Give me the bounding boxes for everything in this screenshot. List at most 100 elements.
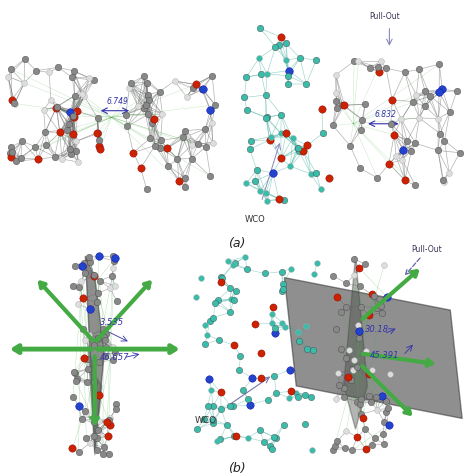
Point	[95, 417, 102, 425]
Point	[337, 308, 345, 316]
Point	[374, 63, 382, 71]
Point	[271, 329, 279, 337]
Point	[129, 149, 137, 157]
Point	[318, 105, 326, 113]
Point	[386, 370, 394, 378]
Point	[415, 66, 423, 73]
Point	[370, 292, 378, 300]
Polygon shape	[85, 256, 104, 451]
Point	[392, 152, 400, 160]
Point	[356, 283, 363, 290]
Point	[211, 101, 219, 109]
Point	[355, 58, 362, 65]
Point	[334, 104, 341, 111]
Point	[206, 376, 213, 383]
Point	[78, 416, 85, 423]
Point	[342, 354, 349, 362]
Point	[90, 378, 97, 386]
Point	[214, 297, 221, 304]
Point	[223, 421, 230, 428]
Point	[8, 66, 15, 73]
Point	[252, 320, 259, 327]
Point	[11, 100, 18, 108]
Text: WCO: WCO	[194, 416, 217, 425]
Point	[100, 326, 107, 333]
Point	[188, 155, 195, 162]
Point	[95, 142, 103, 150]
Point	[104, 432, 111, 440]
Point	[294, 393, 302, 401]
Point	[69, 444, 76, 452]
Point	[100, 327, 107, 335]
Point	[94, 114, 101, 122]
Point	[258, 70, 265, 78]
Point	[83, 379, 91, 387]
Point	[101, 352, 109, 360]
Point	[372, 394, 380, 401]
Point	[356, 400, 364, 407]
Point	[453, 87, 461, 95]
Point	[350, 255, 358, 263]
Point	[53, 103, 60, 110]
Point	[246, 401, 254, 408]
Point	[319, 129, 327, 137]
Point	[156, 145, 164, 152]
Point	[84, 366, 91, 373]
Point	[201, 415, 208, 423]
Point	[42, 128, 49, 136]
Point	[68, 109, 76, 117]
Point	[95, 391, 102, 399]
Point	[446, 108, 454, 116]
Text: Pull-Out: Pull-Out	[369, 12, 400, 21]
Point	[446, 169, 453, 177]
Point	[440, 178, 447, 186]
Point	[378, 393, 385, 400]
Point	[96, 277, 103, 285]
Point	[183, 132, 191, 140]
Point	[210, 314, 217, 321]
Point	[312, 169, 320, 177]
Point	[124, 123, 131, 130]
Point	[351, 271, 358, 279]
Point	[357, 303, 365, 310]
Point	[8, 149, 16, 156]
Point	[109, 252, 116, 260]
Point	[277, 155, 285, 162]
Point	[210, 419, 217, 426]
Point	[207, 107, 214, 114]
Point	[332, 89, 340, 96]
Point	[246, 146, 254, 153]
Point	[182, 127, 189, 134]
Point	[293, 144, 301, 151]
Point	[376, 301, 384, 308]
Point	[278, 288, 286, 295]
Point	[332, 98, 340, 105]
Point	[78, 278, 85, 285]
Point	[88, 416, 95, 424]
Point	[287, 162, 294, 170]
Point	[284, 72, 292, 80]
Point	[90, 77, 98, 84]
Point	[332, 71, 340, 79]
Point	[74, 300, 82, 308]
Point	[96, 136, 103, 144]
Point	[87, 305, 94, 313]
Point	[94, 289, 102, 297]
Point	[366, 64, 374, 71]
Point	[400, 147, 407, 154]
Point	[111, 348, 118, 356]
Point	[362, 445, 369, 453]
Point	[51, 153, 58, 161]
Point	[211, 299, 219, 307]
Point	[354, 321, 362, 328]
Point	[58, 155, 65, 163]
Point	[282, 324, 289, 331]
Point	[377, 58, 384, 65]
Point	[398, 156, 406, 163]
Point	[260, 438, 267, 446]
Point	[72, 377, 80, 385]
Point	[219, 275, 226, 282]
Point	[209, 403, 217, 410]
Point	[382, 64, 390, 72]
Point	[73, 107, 81, 115]
